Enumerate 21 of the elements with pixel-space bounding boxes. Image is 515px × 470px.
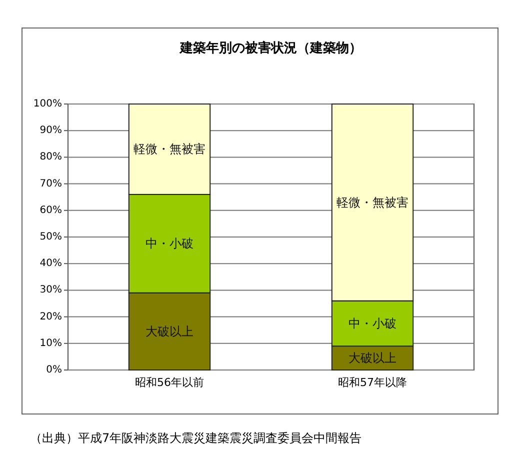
- text: （出典）平成7年阪神淡路大震災建築震災調査委員会中間報告: [30, 431, 362, 445]
- y-tick-label: 40%: [40, 258, 62, 270]
- text: 中・小破: [146, 236, 194, 251]
- y-tick-label: 20%: [40, 311, 62, 322]
- text: 軽微・無被害: [336, 195, 408, 210]
- y-tick-label: 70%: [40, 178, 62, 190]
- x-tick-label: 昭和57年以降: [338, 376, 407, 389]
- chart-title: 建築年別の被害状況（建築物）: [179, 40, 362, 56]
- y-tick-label: 30%: [40, 284, 62, 296]
- x-tick-label: 昭和56年以前: [135, 376, 204, 389]
- y-tick-label: 0%: [46, 364, 62, 376]
- series-label: 中・小破: [348, 316, 396, 330]
- y-tick-label: 100%: [33, 98, 62, 110]
- y-tick-label: 10%: [40, 338, 62, 349]
- series-label: 軽微・無被害: [134, 142, 206, 156]
- text: 大破以上: [146, 324, 194, 338]
- y-tick-label: 90%: [40, 125, 62, 136]
- y-tick-label: 60%: [40, 204, 62, 216]
- series-label: 大破以上: [348, 351, 396, 366]
- y-tick-label: 80%: [40, 152, 62, 163]
- y-tick-label: 50%: [40, 232, 62, 242]
